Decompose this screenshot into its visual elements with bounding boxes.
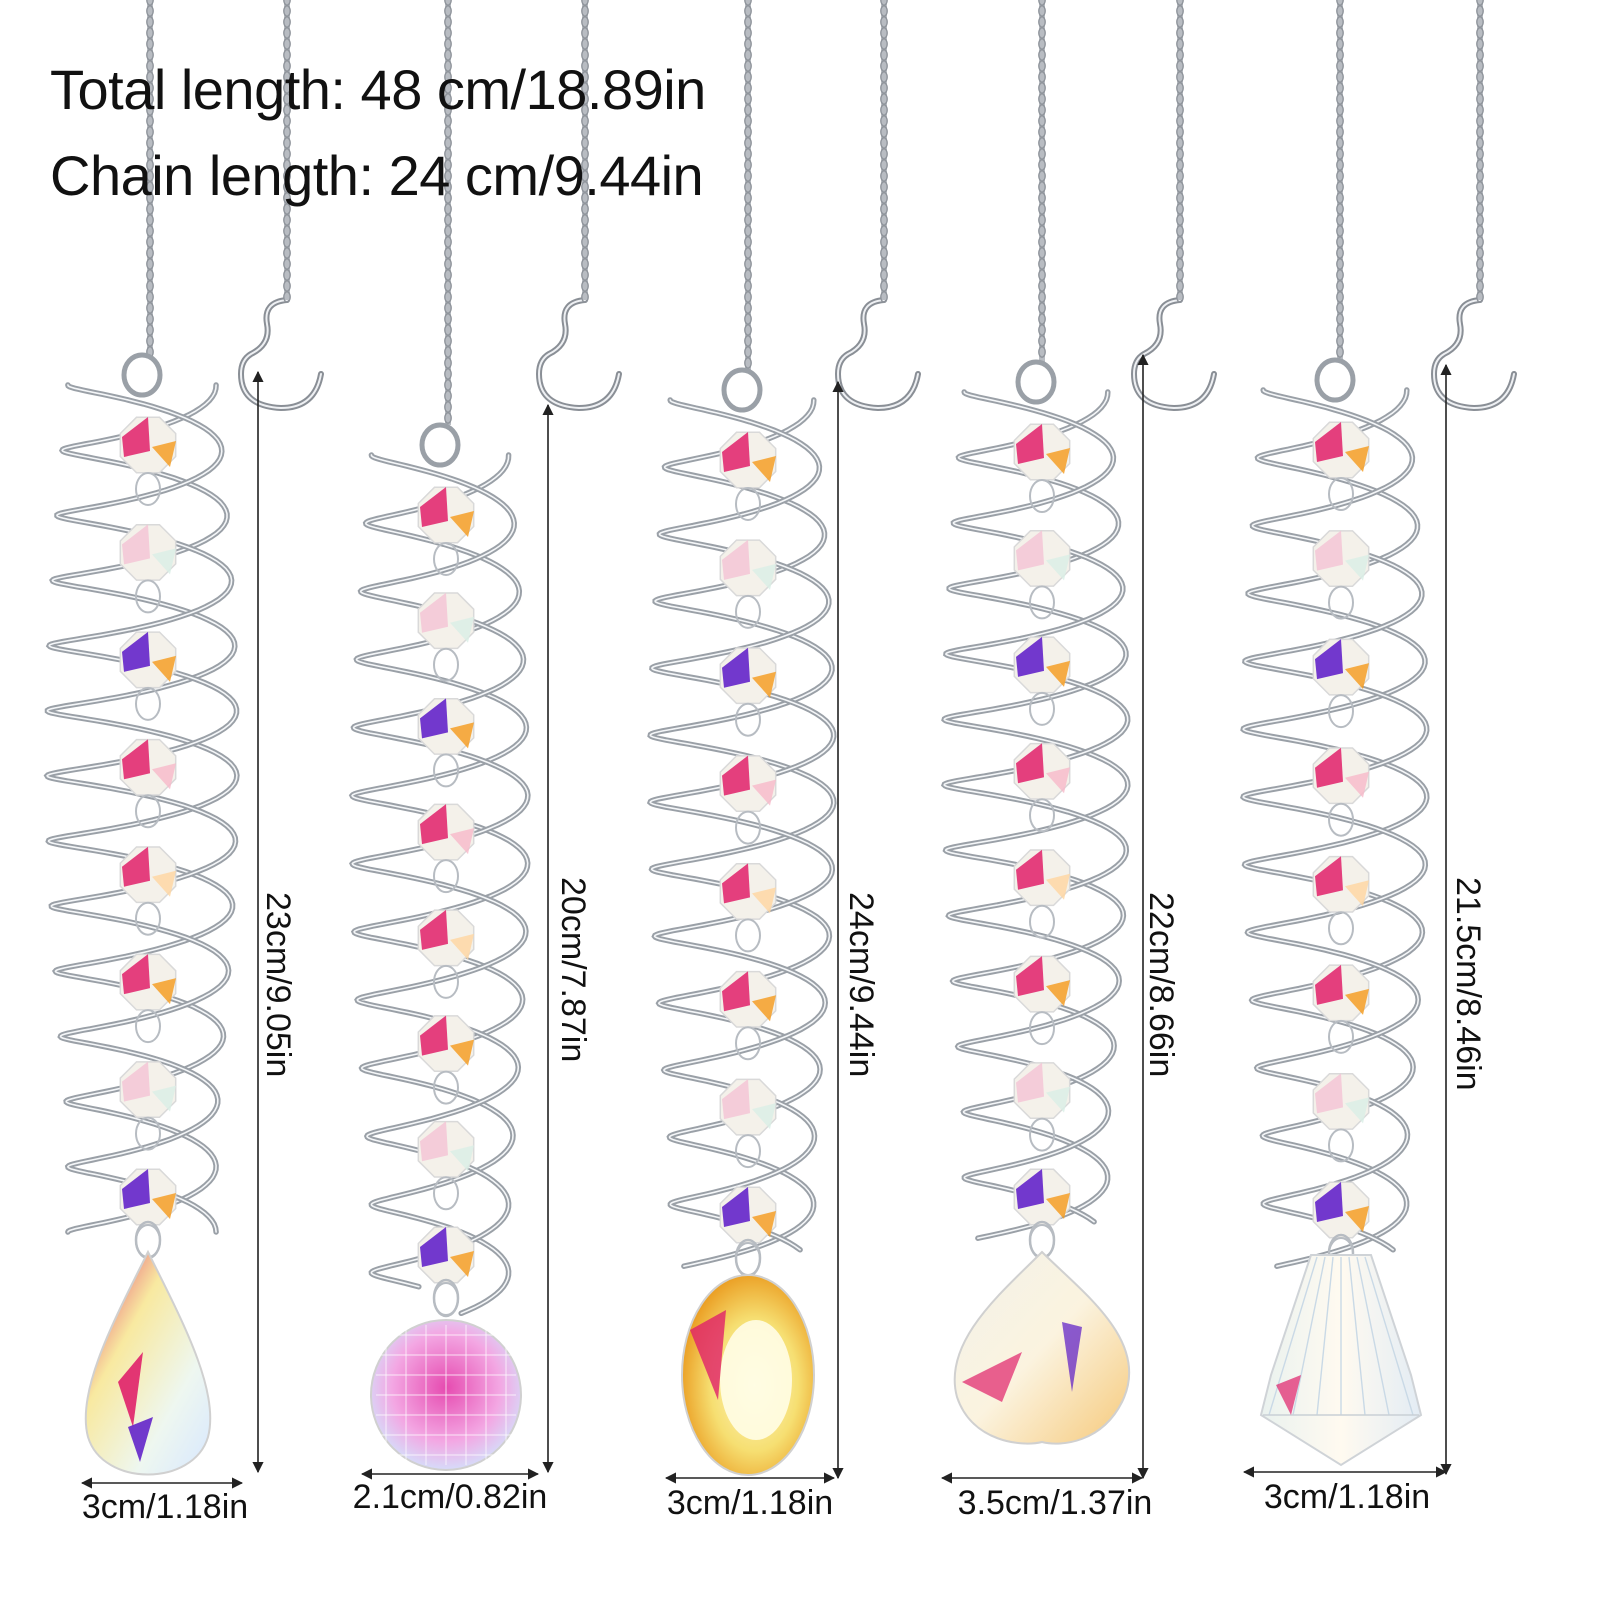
width-label-4: 3.5cm/1.37in [957, 1484, 1153, 1522]
octagon-bead [1312, 1072, 1370, 1163]
octagon-bead [119, 523, 177, 614]
octagon-bead [1013, 1062, 1071, 1152]
octagon-bead [1312, 855, 1370, 946]
spiral-2 [348, 422, 531, 1317]
octagon-bead [1312, 964, 1370, 1054]
s-hook-5 [1430, 297, 1517, 412]
s-hook-4 [1130, 297, 1217, 412]
height-label-3: 24cm/9.44in [842, 892, 880, 1078]
chain-5 [1336, 0, 1344, 360]
octagon-bead [417, 1015, 475, 1105]
height-label-2: 20cm/7.87in [554, 877, 592, 1063]
ball-crystal-2 [370, 1278, 522, 1471]
octagon-bead [719, 539, 777, 629]
octagon-bead [417, 1120, 475, 1211]
bead-strand-4 [1013, 423, 1071, 1258]
octagon-bead [719, 1186, 777, 1276]
width-label-5: 3cm/1.18in [1263, 1478, 1431, 1516]
octagon-bead [1312, 1181, 1370, 1271]
height-label-1: 23cm/9.05in [259, 892, 297, 1078]
octagon-bead [119, 1168, 177, 1258]
width-label-2: 2.1cm/0.82in [352, 1478, 548, 1516]
total-length-label: Total length: 48 cm/18.89in [50, 58, 706, 121]
chain-4 [1038, 0, 1046, 362]
octagon-bead [1013, 849, 1071, 939]
bead-strand-5 [1312, 421, 1370, 1271]
bead-strand-1 [119, 416, 177, 1258]
octagon-bead [119, 738, 177, 829]
cone-crystal-5 [1259, 1233, 1423, 1467]
octagon-bead [1013, 423, 1071, 513]
hook-chain [283, 0, 291, 303]
height-label-5: 21.5cm/8.46in [1449, 877, 1487, 1091]
octagon-bead [119, 846, 177, 936]
dimension-lines-4 [940, 353, 1149, 1484]
chain-2 [444, 0, 452, 425]
octagon-bead [1013, 636, 1071, 726]
octagon-bead [417, 592, 475, 682]
hook-chain [1476, 0, 1484, 303]
teardrop-crystal-1 [84, 1220, 212, 1476]
octagon-bead [1312, 421, 1370, 511]
octagon-bead [119, 953, 177, 1044]
octagon-bead [417, 803, 475, 894]
hook-chain [1176, 0, 1184, 303]
s-hook-3 [834, 297, 921, 412]
chain-3 [744, 0, 752, 370]
octagon-bead [1312, 638, 1370, 729]
width-label-3: 3cm/1.18in [666, 1484, 834, 1522]
octagon-bead [719, 431, 777, 521]
octagon-bead [719, 862, 777, 953]
s-hook-1 [237, 297, 324, 412]
spiral-5 [1240, 357, 1430, 1269]
octagon-bead [1013, 1168, 1071, 1258]
octagon-bead [1312, 747, 1370, 837]
oval-crystal-3 [681, 1238, 815, 1476]
octagon-bead [417, 909, 475, 999]
chain-1 [146, 0, 154, 358]
octagon-bead [119, 1061, 177, 1151]
dimension-lines-2 [360, 403, 554, 1480]
octagon-bead [417, 486, 475, 576]
height-label-4: 22cm/8.66in [1142, 892, 1180, 1078]
octagon-bead [119, 631, 177, 721]
dimension-lines-1 [80, 370, 264, 1489]
chain-length-label: Chain length: 24 cm/9.44in [50, 144, 704, 207]
octagon-bead [119, 416, 177, 506]
octagon-bead [1013, 955, 1071, 1046]
octagon-bead [719, 970, 777, 1061]
heart-crystal-4 [953, 1220, 1131, 1445]
octagon-bead [719, 1078, 777, 1169]
hook-chain [581, 0, 589, 303]
octagon-bead [1013, 742, 1071, 833]
dimension-lines-5 [1242, 363, 1452, 1478]
spiral-4 [940, 359, 1131, 1241]
width-label-1: 3cm/1.18in [81, 1488, 249, 1526]
octagon-bead [1013, 529, 1071, 620]
s-hook-2 [535, 297, 622, 412]
dimension-lines-3 [664, 380, 844, 1484]
spiral-3 [646, 367, 837, 1269]
bead-strand-2 [417, 486, 475, 1316]
octagon-bead [719, 755, 777, 845]
hook-chain [880, 0, 888, 303]
octagon-bead [417, 1226, 475, 1316]
octagon-bead [719, 647, 777, 737]
octagon-bead [417, 697, 475, 788]
octagon-bead [1312, 530, 1370, 620]
